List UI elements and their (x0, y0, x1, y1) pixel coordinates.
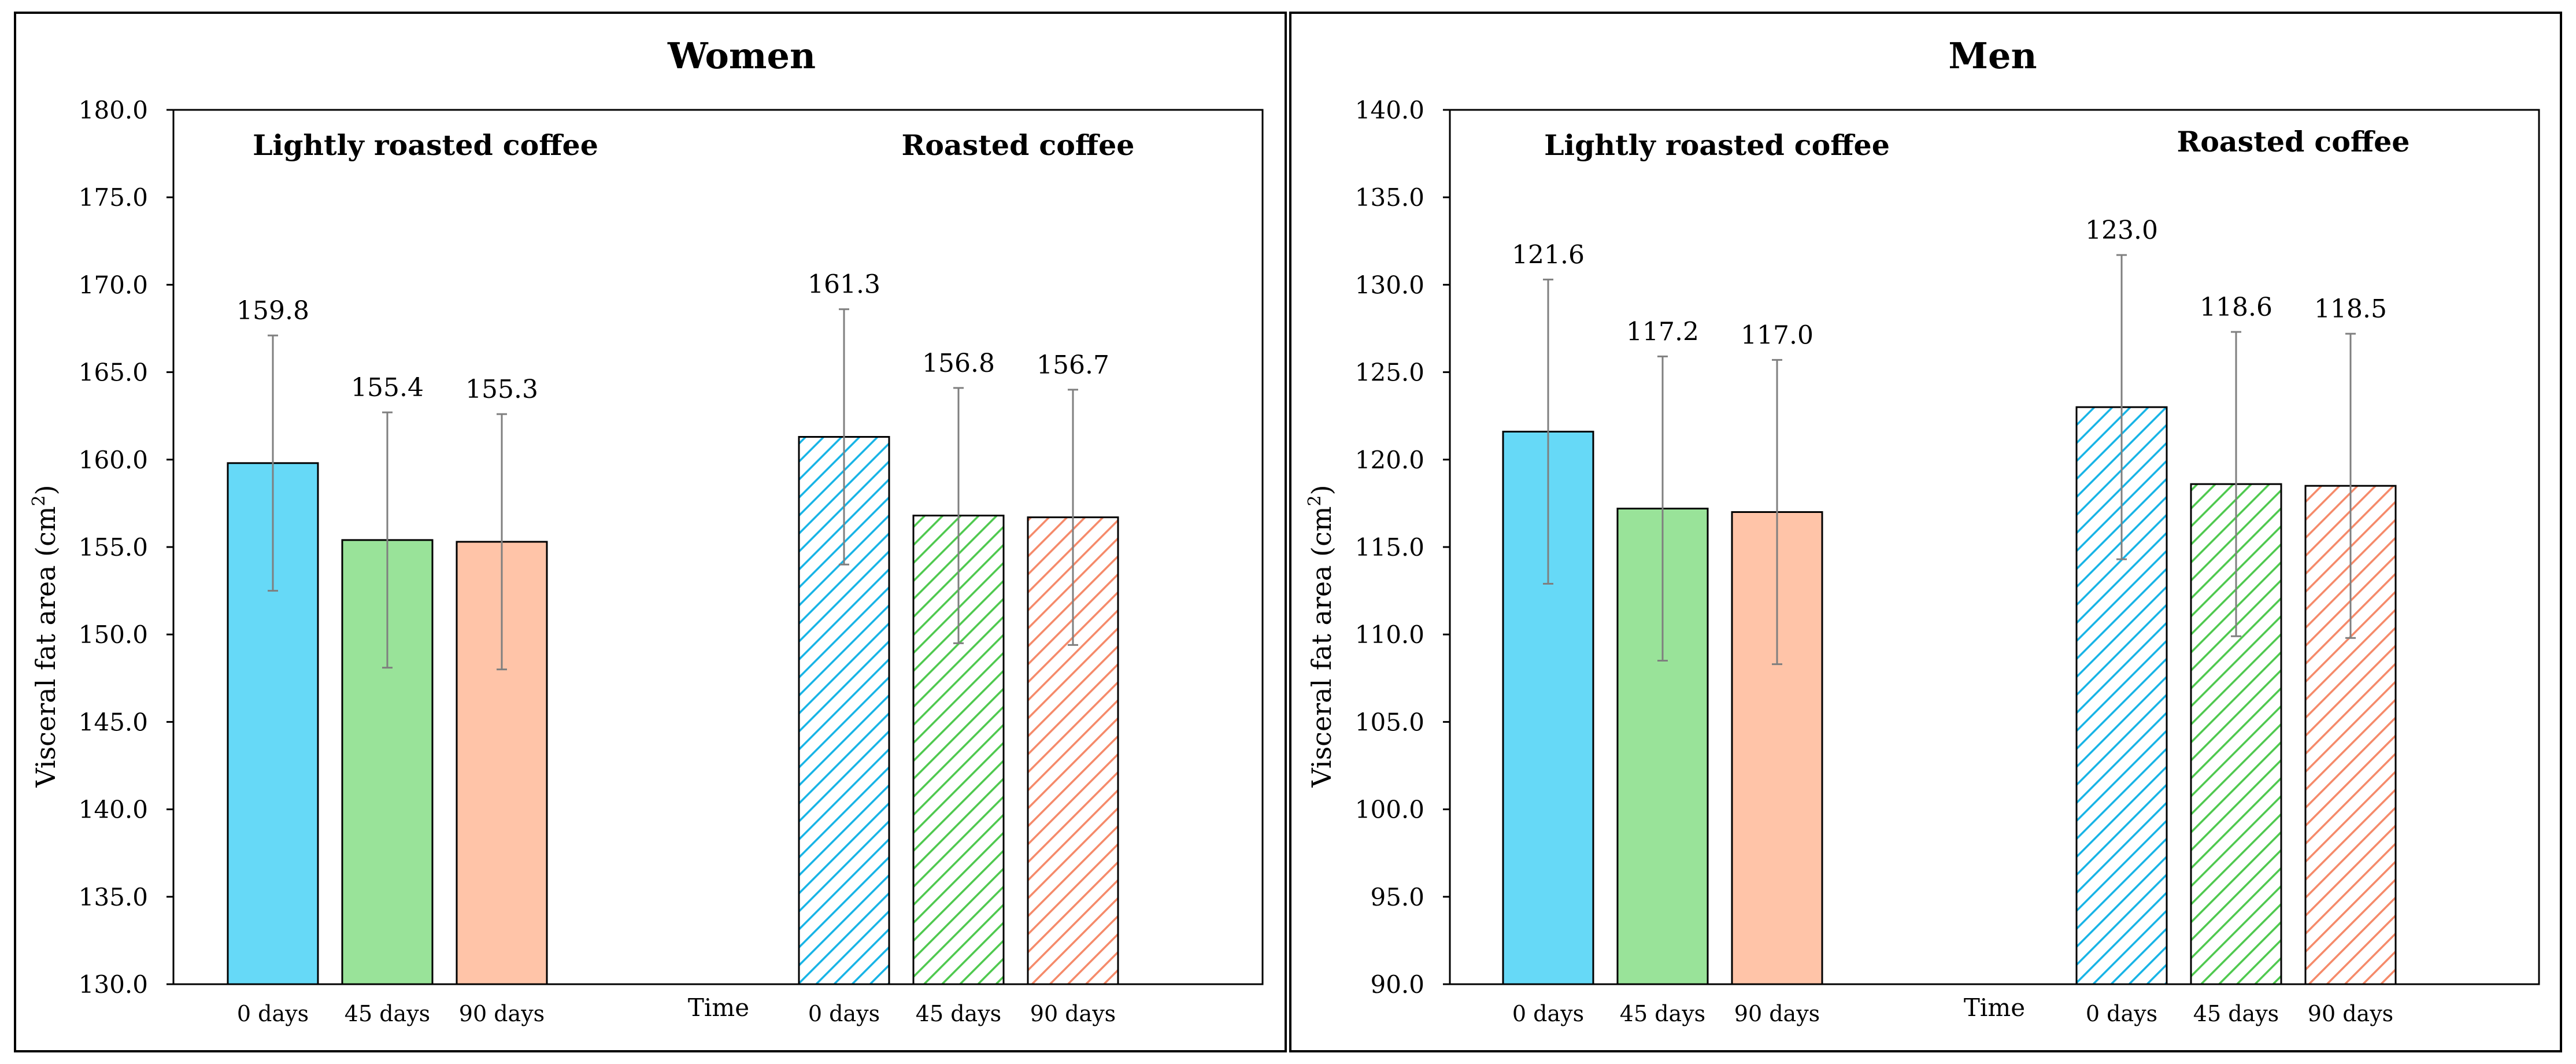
y-tick-label: 135.0 (1355, 183, 1424, 212)
x-tick-label: 0 days (1512, 1001, 1584, 1026)
y-tick-label: 115.0 (1355, 533, 1424, 561)
plot-area-men (1449, 109, 2540, 985)
y-tick-label: 130.0 (1355, 271, 1424, 299)
y-tick-label: 105.0 (1355, 708, 1424, 736)
data-label: 117.2 (1626, 317, 1699, 346)
xlabel-women: Time (688, 993, 749, 1022)
data-label: 159.8 (236, 296, 309, 326)
y-tick-label: 140.0 (1355, 96, 1424, 124)
y-tick-label: 95.0 (1370, 883, 1424, 911)
panel-frame-men (1289, 12, 2562, 1052)
xlabel-men: Time (1964, 993, 2025, 1022)
x-tick-label: 45 days (2193, 1001, 2279, 1026)
data-label: 155.4 (351, 373, 424, 402)
data-label: 155.3 (465, 375, 538, 404)
x-tick-label: 90 days (2308, 1001, 2393, 1026)
chart-title-women: Women (667, 35, 816, 77)
chart-panel-men: Men Visceral fat area (cm2) Time 90.0 95.… (1289, 12, 2562, 1052)
y-tick-label: 165.0 (79, 359, 148, 387)
y-tick-label: 110.0 (1355, 620, 1424, 649)
y-tick-label: 100.0 (1355, 796, 1424, 824)
data-label: 118.5 (2314, 294, 2387, 324)
chart-title-men: Men (1948, 35, 2037, 77)
y-tick-label: 180.0 (79, 96, 148, 124)
x-tick-label: 90 days (1734, 1001, 1820, 1026)
data-label: 117.0 (1741, 320, 1813, 350)
y-axis-ticks-men: 90.0 95.0 100.0 105.0 110.0 115.0 120.0 125.0 13… (1355, 96, 1450, 999)
x-tick-label: 90 days (459, 1001, 545, 1026)
group-label-lightly-roasted-women: Lightly roasted coffee (253, 128, 598, 162)
bars-men: 121.6 0 days 117.2 45 days 117.0 90 days 123.0… (1502, 216, 2397, 1026)
data-label: 161.3 (808, 270, 880, 300)
data-label: 156.7 (1037, 350, 1109, 380)
y-tick-label: 170.0 (79, 271, 148, 299)
y-tick-label: 130.0 (79, 970, 148, 999)
y-tick-label: 140.0 (79, 796, 148, 824)
bars-women: 159.8 0 days 155.4 45 days 155.3 90 days 161.3… (227, 270, 1119, 1026)
chart-panel-women: Women Visceral fat area (cm2) Time 130.0… (14, 12, 1287, 1052)
ylabel-men: Visceral fat area (cm2) (1305, 485, 1337, 788)
x-tick-label: 45 days (345, 1001, 430, 1026)
y-tick-label: 155.0 (79, 533, 148, 561)
data-label: 118.6 (2200, 293, 2272, 322)
y-tick-label: 160.0 (79, 446, 148, 474)
panel-frame-women (14, 12, 1287, 1052)
group-label-roasted-men: Roasted coffee (2177, 125, 2410, 158)
x-tick-label: 0 days (808, 1001, 880, 1026)
group-label-lightly-roasted-men: Lightly roasted coffee (1544, 128, 1890, 162)
x-tick-label: 45 days (1620, 1001, 1705, 1026)
data-label: 156.8 (922, 349, 995, 378)
data-label: 123.0 (2085, 216, 2158, 245)
x-tick-label: 90 days (1030, 1001, 1116, 1026)
y-tick-label: 175.0 (79, 183, 148, 212)
y-axis-ticks-women: 130.0 135.0 140.0 145.0 150.0 155.0 160.0 165.0… (79, 96, 173, 999)
plot-area-women (172, 109, 1264, 985)
y-tick-label: 90.0 (1370, 970, 1424, 999)
x-tick-label: 0 days (2086, 1001, 2157, 1026)
y-tick-label: 145.0 (79, 708, 148, 736)
group-label-roasted-women: Roasted coffee (902, 128, 1135, 162)
y-tick-label: 150.0 (79, 620, 148, 649)
y-tick-label: 135.0 (79, 883, 148, 911)
ylabel-women: Visceral fat area (cm2) (29, 485, 61, 788)
x-tick-label: 0 days (237, 1001, 309, 1026)
y-tick-label: 125.0 (1355, 359, 1424, 387)
data-label: 121.6 (1512, 240, 1585, 269)
y-tick-label: 120.0 (1355, 446, 1424, 474)
x-tick-label: 45 days (916, 1001, 1001, 1026)
